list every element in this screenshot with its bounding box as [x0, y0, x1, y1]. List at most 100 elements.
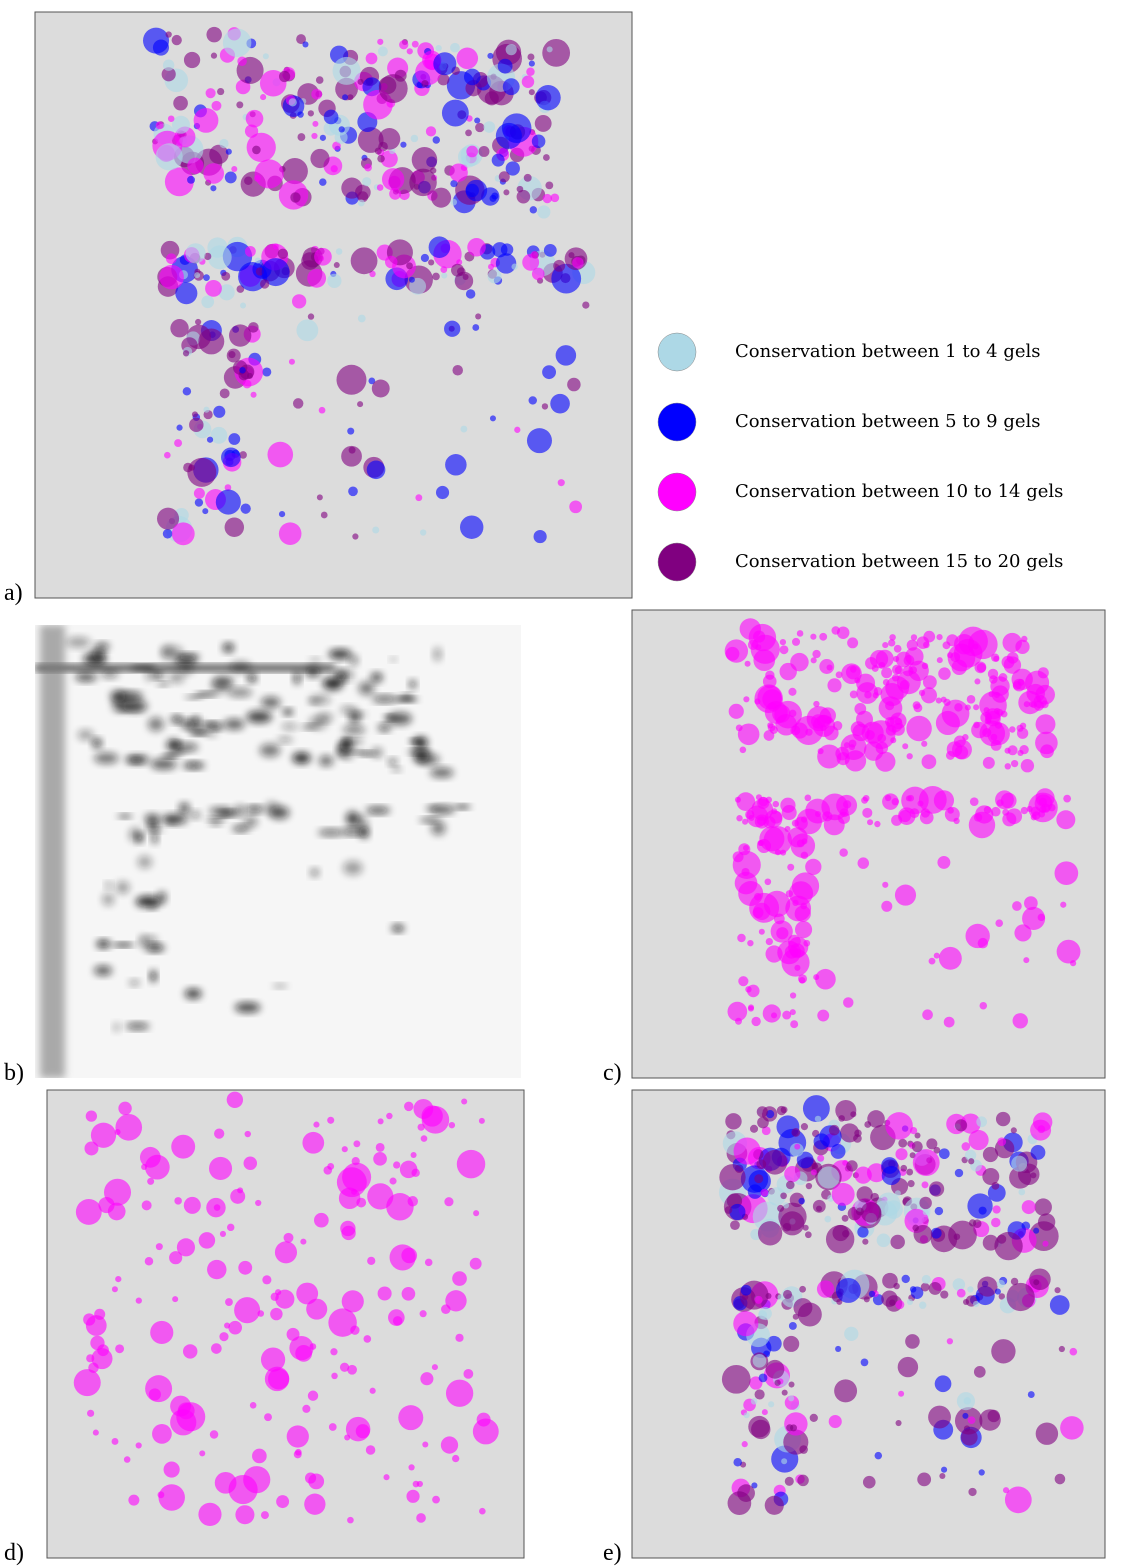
spot [221, 272, 230, 281]
gel-spot [388, 759, 397, 765]
spot [358, 199, 365, 206]
spot [939, 1148, 950, 1159]
spot [195, 319, 201, 325]
spot [861, 1202, 882, 1223]
spot [844, 1327, 858, 1341]
legend-swatch [658, 403, 696, 441]
spot [282, 158, 308, 184]
spot [922, 1181, 929, 1188]
spot [302, 1405, 310, 1413]
spot [855, 1167, 872, 1184]
spot [980, 1002, 988, 1010]
spot [451, 264, 464, 277]
spot [334, 262, 340, 268]
spot [885, 795, 891, 801]
spot [865, 657, 877, 669]
spot [877, 734, 886, 743]
spot [358, 79, 364, 85]
gel-spot [333, 669, 355, 676]
spot [1015, 640, 1029, 654]
gel-spot [185, 695, 204, 699]
spot [502, 113, 532, 143]
spot [741, 1285, 752, 1296]
gel-spot [305, 667, 320, 677]
spot [758, 1221, 782, 1245]
gel-spot [343, 726, 365, 734]
spot [337, 365, 367, 395]
spot [350, 1326, 359, 1335]
gel-spot [282, 723, 298, 730]
spot [270, 1308, 282, 1320]
spot [882, 1273, 898, 1289]
spot [450, 43, 460, 53]
spot [772, 705, 790, 723]
spot [498, 59, 513, 74]
spot [171, 1135, 195, 1159]
spot [906, 716, 931, 741]
spot [787, 864, 794, 871]
spot [225, 1298, 233, 1306]
spot [263, 53, 269, 59]
gel-spot [102, 893, 114, 905]
spot [347, 428, 354, 435]
spot [881, 901, 892, 912]
spot [962, 1413, 968, 1419]
spot [115, 1114, 142, 1141]
spot [409, 169, 437, 197]
spot [209, 1157, 232, 1180]
spot [431, 188, 451, 208]
spot [342, 1146, 348, 1152]
spot [766, 938, 773, 945]
spot [237, 56, 247, 66]
spot [370, 1388, 376, 1394]
spot [955, 1169, 963, 1177]
panel-label: d) [4, 1540, 24, 1566]
spot [1017, 728, 1028, 739]
spot [382, 168, 404, 190]
gel-spot [273, 984, 288, 988]
spot [207, 437, 213, 443]
spot [980, 712, 992, 724]
spot [815, 811, 821, 817]
spot [746, 806, 768, 828]
spot [236, 101, 243, 108]
spot [946, 634, 958, 646]
spot [492, 242, 507, 257]
spot [187, 458, 216, 487]
spot [553, 260, 565, 272]
spot [537, 205, 550, 218]
spot [210, 1430, 218, 1438]
spot [751, 1398, 757, 1404]
spot [869, 1291, 875, 1297]
spot [156, 143, 183, 170]
spot [378, 1286, 392, 1300]
spot [257, 1310, 264, 1317]
spot [556, 345, 577, 366]
spot [892, 665, 902, 675]
spot [342, 94, 348, 100]
spot [1009, 726, 1015, 732]
spot [968, 1488, 976, 1496]
spot [422, 1441, 428, 1447]
spot [205, 280, 222, 297]
spot [827, 678, 841, 692]
spot [298, 133, 306, 141]
spot [749, 624, 776, 651]
gel-spot [247, 674, 256, 682]
spot [260, 94, 266, 100]
spot [1018, 1189, 1025, 1196]
spot [902, 743, 908, 749]
spot [1059, 1346, 1065, 1352]
spot [900, 1165, 907, 1172]
spot [364, 164, 372, 172]
spot [1035, 1198, 1052, 1215]
spot [426, 126, 436, 136]
spot [1023, 957, 1029, 963]
spot [172, 35, 182, 45]
spot [452, 1271, 467, 1286]
spot [308, 1473, 324, 1489]
gel-spot [181, 720, 196, 729]
spot [379, 74, 408, 103]
spot [245, 246, 256, 257]
spot [488, 270, 502, 284]
